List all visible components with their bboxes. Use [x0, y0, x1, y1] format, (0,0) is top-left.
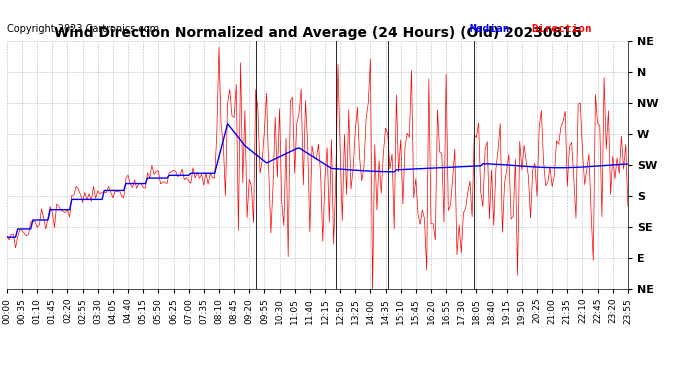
Text: Copyright 2023 Cartronics.com: Copyright 2023 Cartronics.com	[7, 24, 159, 34]
Title: Wind Direction Normalized and Average (24 Hours) (Old) 20230816: Wind Direction Normalized and Average (2…	[54, 26, 581, 40]
Text: Direction: Direction	[531, 24, 592, 34]
Text: Median: Median	[469, 24, 510, 34]
